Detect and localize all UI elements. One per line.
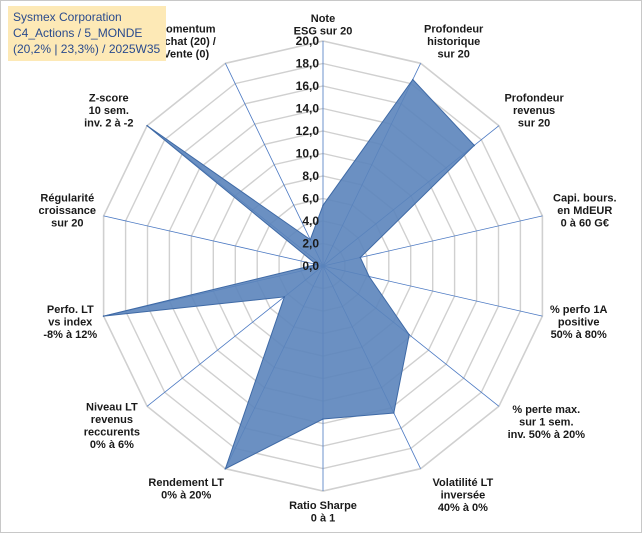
axis-label-line: 0 à 60 G€	[561, 218, 609, 230]
axis-label-line: inv. 50% à 20%	[508, 429, 586, 441]
axis-label: Ratio Sharpe 0 à 1	[289, 500, 357, 525]
axis-label-line: Ratio Sharpe	[289, 500, 357, 512]
data-point	[146, 124, 148, 127]
tick-label: 2,0	[302, 237, 319, 251]
axis-label-line: croissance	[39, 205, 96, 217]
axis-label-line: historique	[427, 36, 480, 48]
axis-label-line: 50% à 80%	[551, 329, 607, 341]
axis-label: Volatilité LT inversée 40% à 0%	[433, 477, 494, 514]
axis-label: Profondeur revenus sur 20	[504, 93, 564, 130]
data-point	[412, 78, 414, 81]
data-point	[368, 275, 370, 278]
tick-label: 8,0	[302, 169, 319, 183]
axis-spoke	[103, 215, 324, 267]
axis-label: Niveau LT revenus reccurents 0% à 6%	[84, 402, 140, 452]
axis-label-line: 40% à 0%	[438, 502, 488, 514]
radar-tick-labels: 0,0 2,0 4,0 6,0 8,0 10,0 12,0 14,0 16,0 18,0 20,0	[296, 34, 320, 273]
tick-label: 6,0	[302, 192, 319, 206]
data-point	[322, 418, 324, 420]
axis-label-line: % perfo 1A	[550, 304, 608, 316]
tick-label: 18,0	[296, 57, 320, 71]
axis-label-line: Momentum	[157, 23, 216, 35]
data-point	[359, 256, 362, 259]
data-point	[224, 467, 227, 470]
axis-label-line: Note	[311, 13, 335, 25]
tick-label: 4,0	[302, 214, 319, 228]
axis-label-line: sur 20	[437, 48, 469, 60]
axis-label: Rendement LT 0% à 20%	[148, 477, 224, 502]
data-point	[315, 263, 318, 266]
axis-label-line: 0% à 6%	[90, 439, 134, 451]
axis-label-line: Achat (20) /	[157, 36, 216, 48]
axis-label: Momentum Achat (20) / Vente (0)	[157, 23, 216, 60]
axis-label-line: 0% à 20%	[161, 490, 211, 502]
tick-label: 14,0	[296, 102, 320, 116]
axis-label-line: Profondeur	[504, 93, 564, 105]
axis-label: Capi. bours. en MdEUR 0 à 60 G€	[553, 193, 617, 230]
axis-label: Note ESG sur 20	[294, 13, 353, 38]
axis-label-line: Régularité	[40, 193, 94, 205]
axis-label-line: revenus	[91, 414, 133, 426]
tick-label: 20,0	[296, 34, 320, 48]
axis-label-line: % perte max.	[512, 404, 580, 416]
tick-label: 16,0	[296, 79, 320, 93]
axis-label-line: positive	[558, 316, 600, 328]
axis-label-line: Vente (0)	[163, 48, 209, 60]
data-point	[283, 296, 286, 298]
tick-label: 12,0	[296, 124, 320, 138]
axis-label-line: 10 sem.	[89, 105, 129, 117]
chart-title-stats: (20,2% | 23,3%) / 2025W35	[13, 42, 161, 56]
axis-label-line: -8% à 12%	[43, 329, 97, 341]
axis-label-line: en MdEUR	[557, 205, 612, 217]
axis-label: % perfo 1A positive 50% à 80%	[550, 304, 608, 341]
axis-label: Profondeur historique sur 20	[424, 23, 484, 60]
axis-label-line: Profondeur	[424, 23, 484, 35]
data-point	[473, 144, 476, 147]
data-point	[408, 333, 411, 336]
axis-label-line: revenus	[513, 105, 555, 117]
radar-series	[102, 78, 476, 470]
axis-label-line: vs index	[48, 316, 93, 328]
axis-label-line: reccurents	[84, 427, 140, 439]
data-point	[393, 412, 395, 414]
axis-label-line: ESG sur 20	[294, 26, 353, 38]
radar-axis-labels: Note ESG sur 20 Profondeur historique sur 20…	[39, 13, 617, 525]
axis-spoke	[225, 63, 324, 267]
series-area	[103, 78, 475, 470]
axis-label: Z-score 10 sem. inv. 2 à -2	[84, 93, 133, 130]
axis-label-line: Rendement LT	[148, 477, 224, 489]
axis-label-line: inversée	[441, 490, 486, 502]
axis-label-line: Volatilité LT	[433, 477, 494, 489]
axis-label-line: 0 à 1	[311, 513, 335, 525]
data-point	[309, 238, 312, 241]
tick-label: 10,0	[296, 147, 320, 161]
tick-label: 0,0	[302, 259, 319, 273]
axis-label: % perte max. sur 1 sem. inv. 50% à 20%	[508, 404, 586, 441]
axis-label-line: sur 20	[51, 218, 83, 230]
data-point	[102, 315, 105, 317]
chart-title-category: C4_Actions / 5_MONDE	[13, 26, 143, 40]
axis-label: Perfo. LT vs index -8% à 12%	[43, 304, 97, 341]
axis-label-line: inv. 2 à -2	[84, 118, 133, 130]
axis-label-line: Capi. bours.	[553, 193, 617, 205]
axis-label-line: sur 20	[518, 118, 550, 130]
axis-label-line: Z-score	[89, 93, 129, 105]
axis-label-line: sur 1 sem.	[519, 417, 573, 429]
axis-label-line: Perfo. LT	[47, 304, 94, 316]
axis-label: Régularité croissance sur 20	[39, 193, 96, 230]
axis-label-line: Niveau LT	[86, 402, 138, 414]
chart-title: Sysmex Corporation C4_Actions / 5_MONDE …	[8, 6, 167, 61]
data-point	[322, 204, 324, 207]
chart-title-company: Sysmex Corporation	[13, 10, 122, 24]
